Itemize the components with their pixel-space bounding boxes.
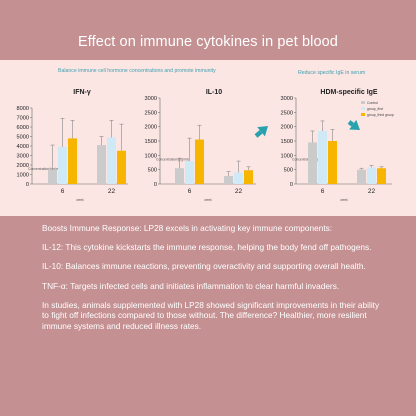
bar-group_third-group xyxy=(328,141,337,184)
y-tick-label: 2500 xyxy=(281,110,293,116)
x-tick-label: 22 xyxy=(108,188,116,195)
x-tick-label: 6 xyxy=(321,188,325,195)
x-tick-label: 6 xyxy=(188,188,192,195)
y-tick-label: 2500 xyxy=(145,110,157,116)
x-tick-label: 6 xyxy=(61,188,65,195)
description: Boosts Immune Response: LP28 excels in a… xyxy=(42,223,382,340)
y-tick-label: 3000 xyxy=(145,96,157,102)
y-tick-label: 0 xyxy=(154,182,157,188)
x-tick-label: 22 xyxy=(235,188,243,195)
y-tick-label: 8000 xyxy=(17,106,29,112)
y-tick-label: 0 xyxy=(26,182,29,188)
y-tick-label: 7000 xyxy=(17,116,29,122)
right-subtitle: Reduce specific IgE in serum xyxy=(298,70,366,76)
y-tick-label: 1500 xyxy=(145,139,157,145)
bar-group_third-group xyxy=(195,139,204,184)
y-tick-label: 5000 xyxy=(17,135,29,141)
y-tick-label: 500 xyxy=(148,168,157,174)
bar-control xyxy=(48,169,57,184)
chart-title: HDM-specific IgE xyxy=(320,89,378,96)
y-axis-label: Concentration/(pg/ml) xyxy=(156,157,189,161)
y-tick-label: 2000 xyxy=(17,163,29,169)
bar-group_third-group xyxy=(68,138,77,184)
bar-group_first xyxy=(185,161,194,184)
y-tick-label: 500 xyxy=(284,168,293,174)
y-tick-label: 1000 xyxy=(281,153,293,159)
charts-area: IFN-γ010002000300040005000600070008000Co… xyxy=(17,89,394,202)
paragraph-il10: IL-10: Balances immune reactions, preven… xyxy=(42,261,366,272)
y-tick-label: 3000 xyxy=(281,96,293,102)
trend-arrow-up xyxy=(254,126,268,138)
chart-panel xyxy=(0,60,416,216)
x-tick-label: 22 xyxy=(368,188,376,195)
legend-label: group_third group xyxy=(367,113,394,117)
legend-swatch xyxy=(361,113,365,116)
bar-group_first xyxy=(318,130,327,184)
bar-control xyxy=(224,175,233,184)
bar-control xyxy=(97,145,106,184)
y-axis-label: Concentration/(pg/ml) xyxy=(28,167,61,171)
left-subtitle: Balance immune cell hormone concentratio… xyxy=(58,68,216,74)
bar-control xyxy=(175,168,184,184)
x-axis-label: week xyxy=(204,198,212,202)
chart-title: IL-10 xyxy=(206,89,222,96)
bar-group_first xyxy=(367,167,376,184)
bar-group_third-group xyxy=(244,170,253,184)
y-tick-label: 4000 xyxy=(17,144,29,150)
y-tick-label: 2000 xyxy=(281,125,293,131)
legend-swatch xyxy=(361,101,365,104)
trend-arrow-down xyxy=(347,119,360,130)
chart-title: IFN-γ xyxy=(73,89,91,96)
y-tick-label: 1000 xyxy=(145,153,157,159)
bar-group_first xyxy=(234,172,243,184)
page-title: Effect on immune cytokines in pet blood xyxy=(78,34,338,50)
bar-control xyxy=(357,169,366,184)
paragraph-tnf: TNF-α: Targets infected cells and initia… xyxy=(42,280,340,291)
y-tick-label: 0 xyxy=(290,182,293,188)
paragraph-studies: In studies, animals supplemented with LP… xyxy=(42,299,380,331)
y-tick-label: 3000 xyxy=(17,154,29,160)
bar-group_first xyxy=(107,137,116,184)
y-tick-label: 6000 xyxy=(17,125,29,131)
y-tick-label: 1500 xyxy=(281,139,293,145)
bar-group_third-group xyxy=(377,168,386,184)
paragraph-il12: IL-12: This cytokine kickstarts the immu… xyxy=(42,242,372,253)
bar-group_first xyxy=(58,146,67,184)
legend-label: group_first xyxy=(367,107,383,111)
x-axis-label: week xyxy=(340,198,348,202)
y-tick-label: 1000 xyxy=(17,173,29,179)
bar-control xyxy=(308,142,317,184)
bar-group_third-group xyxy=(117,150,126,184)
legend-label: Control xyxy=(367,101,378,105)
y-tick-label: 2000 xyxy=(145,125,157,131)
x-axis-label: week xyxy=(76,198,84,202)
paragraph-intro: Boosts Immune Response: LP28 excels in a… xyxy=(42,223,333,233)
legend-swatch xyxy=(361,107,365,110)
